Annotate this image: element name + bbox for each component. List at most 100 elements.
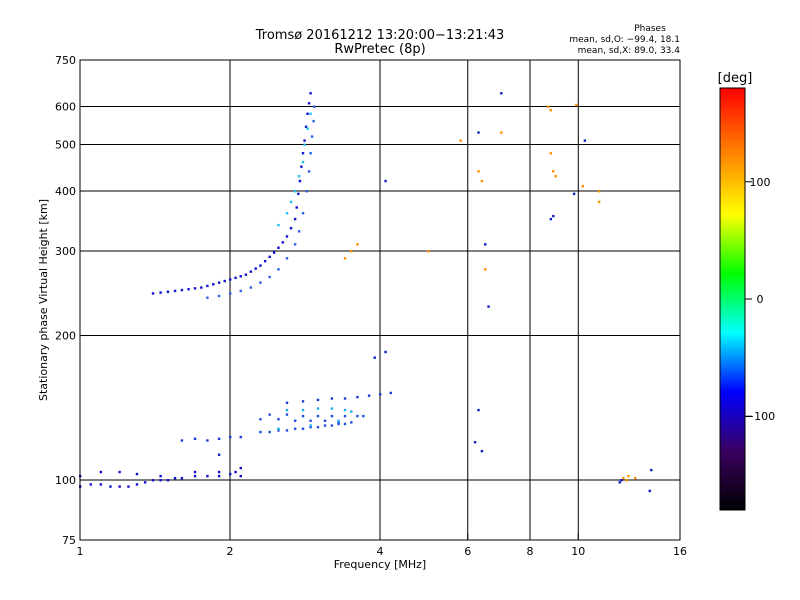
data-point: [281, 241, 284, 244]
data-point: [350, 410, 353, 413]
data-point: [234, 470, 237, 474]
data-point: [285, 257, 289, 260]
data-point: [301, 400, 305, 403]
data-point: [297, 230, 301, 233]
data-point: [301, 408, 305, 412]
data-point: [289, 227, 293, 230]
data-point: [285, 235, 289, 238]
data-point: [277, 246, 280, 249]
data-point: [304, 125, 308, 128]
data-point: [217, 281, 221, 284]
data-point: [259, 418, 262, 421]
data-point: [239, 474, 242, 478]
x-tick-label: 2: [227, 545, 234, 558]
data-point: [316, 407, 320, 410]
data-point: [263, 259, 267, 263]
y-tick-label: 400: [55, 185, 76, 198]
data-point: [427, 250, 430, 253]
data-point: [277, 429, 280, 432]
data-point: [159, 479, 162, 482]
stats-line-o: mean, sd,O: −99.4, 18.1: [569, 35, 680, 45]
data-point: [323, 419, 327, 422]
data-point: [343, 414, 347, 418]
data-point: [312, 119, 315, 123]
data-point: [173, 476, 177, 480]
data-point: [597, 200, 601, 204]
colorbar-tick-label: 100: [750, 176, 771, 189]
data-point: [307, 170, 311, 173]
data-point: [239, 275, 242, 278]
data-point: [549, 109, 553, 112]
data-point: [389, 391, 392, 395]
data-point: [272, 251, 276, 254]
data-point: [500, 131, 503, 134]
data-point: [200, 286, 203, 289]
data-point: [648, 489, 651, 493]
data-point: [477, 131, 480, 134]
data-point: [249, 270, 253, 273]
data-point: [289, 200, 293, 204]
data-point: [127, 485, 130, 488]
data-point: [217, 474, 221, 478]
data-point: [285, 212, 289, 215]
data-point: [367, 394, 371, 397]
data-point: [337, 419, 340, 422]
data-point: [180, 288, 184, 292]
data-point: [484, 268, 487, 271]
x-axis-label: Frequency [MHz]: [334, 558, 426, 571]
data-point: [373, 356, 376, 359]
data-point: [151, 479, 155, 482]
data-point: [330, 424, 334, 427]
data-point: [89, 483, 92, 486]
data-point: [356, 414, 359, 418]
data-point: [297, 174, 301, 178]
colorbar-tick-label: 0: [757, 293, 764, 306]
data-point: [487, 305, 490, 308]
data-point: [277, 268, 280, 271]
colorbar-ticks: 100 0 −100: [745, 176, 775, 423]
data-point: [217, 453, 221, 456]
data-point: [159, 291, 162, 294]
data-point: [99, 483, 103, 486]
data-point: [303, 139, 306, 142]
colorbar: [719, 87, 746, 511]
data-point: [301, 160, 305, 164]
x-tick-label: 8: [527, 545, 534, 558]
data-point: [249, 286, 253, 289]
data-point: [620, 479, 623, 482]
data-point: [306, 112, 309, 115]
stats-header: Phases: [634, 24, 666, 34]
data-point: [254, 267, 257, 270]
data-point: [622, 476, 625, 480]
data-point: [259, 281, 262, 284]
data-point: [285, 429, 289, 432]
data-point: [212, 283, 215, 286]
data-point: [309, 92, 312, 95]
data-point: [301, 414, 305, 418]
data-point: [268, 413, 271, 416]
data-point: [362, 414, 365, 418]
data-point: [206, 296, 209, 299]
data-point: [356, 243, 359, 246]
data-point: [575, 103, 578, 107]
data-point: [259, 264, 262, 267]
data-point: [583, 139, 587, 142]
data-point: [309, 425, 312, 429]
data-point: [193, 287, 197, 290]
data-point: [634, 476, 637, 480]
data-point: [206, 284, 209, 288]
data-point: [356, 395, 359, 399]
x-tick-label: 4: [377, 545, 384, 558]
data-point: [309, 424, 312, 427]
data-point: [180, 439, 184, 442]
data-point: [337, 422, 340, 426]
data-point: [239, 466, 242, 470]
data-point: [285, 401, 289, 404]
data-point: [135, 472, 139, 476]
data-point: [323, 424, 327, 427]
data-point: [581, 184, 584, 188]
y-tick-label: 75: [62, 534, 76, 547]
data-point: [143, 481, 147, 484]
data-point: [554, 174, 557, 178]
